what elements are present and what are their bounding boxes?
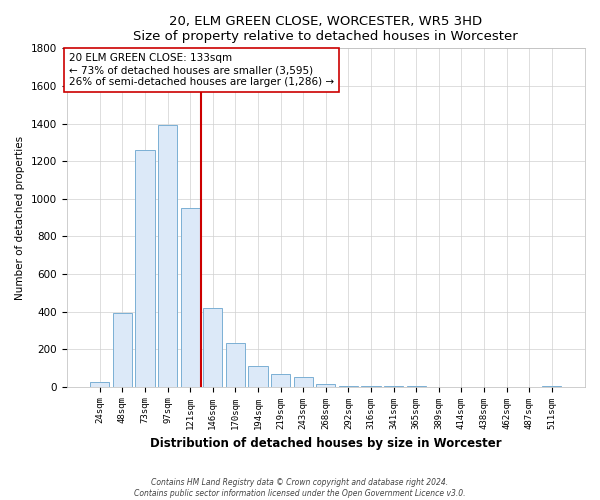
Bar	[90, 382, 109, 386]
Bar	[158, 126, 177, 386]
Bar	[316, 384, 335, 386]
Title: 20, ELM GREEN CLOSE, WORCESTER, WR5 3HD
Size of property relative to detached ho: 20, ELM GREEN CLOSE, WORCESTER, WR5 3HD …	[133, 15, 518, 43]
Bar	[136, 150, 155, 386]
X-axis label: Distribution of detached houses by size in Worcester: Distribution of detached houses by size …	[150, 437, 502, 450]
Bar	[271, 374, 290, 386]
Bar	[203, 308, 223, 386]
Bar	[181, 208, 200, 386]
Bar	[248, 366, 268, 386]
Bar	[293, 378, 313, 386]
Bar	[226, 342, 245, 386]
Y-axis label: Number of detached properties: Number of detached properties	[15, 136, 25, 300]
Text: Contains HM Land Registry data © Crown copyright and database right 2024.
Contai: Contains HM Land Registry data © Crown c…	[134, 478, 466, 498]
Text: 20 ELM GREEN CLOSE: 133sqm
← 73% of detached houses are smaller (3,595)
26% of s: 20 ELM GREEN CLOSE: 133sqm ← 73% of deta…	[69, 54, 334, 86]
Bar	[113, 314, 132, 386]
